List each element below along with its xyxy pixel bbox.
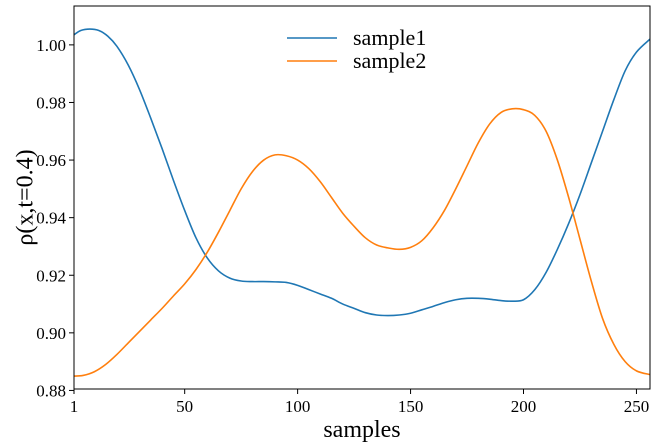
y-tick-label: 0.90 bbox=[36, 324, 66, 343]
x-tick-label: 250 bbox=[624, 397, 650, 416]
x-tick-label: 50 bbox=[176, 397, 193, 416]
y-tick-label: 0.98 bbox=[36, 93, 66, 112]
x-tick-label: 100 bbox=[285, 397, 311, 416]
y-tick-label: 0.88 bbox=[36, 381, 66, 400]
y-tick-label: 1.00 bbox=[36, 36, 66, 55]
y-axis-label: ρ(x,t=0.4) bbox=[12, 149, 38, 245]
series-line-sample1 bbox=[73, 28, 651, 317]
legend-label-sample1: sample1 bbox=[353, 25, 426, 50]
series-layer bbox=[73, 28, 651, 377]
y-tick-label: 0.92 bbox=[36, 266, 66, 285]
y-tick-label: 0.94 bbox=[36, 209, 66, 228]
x-axis-label: samples bbox=[323, 417, 400, 443]
x-tick-label: 200 bbox=[511, 397, 537, 416]
plot-frame bbox=[73, 5, 651, 390]
y-tick-label: 0.96 bbox=[36, 151, 66, 170]
x-tick-label: 1 bbox=[70, 397, 79, 416]
x-axis: 1 50 100 150 200 250 bbox=[70, 389, 649, 416]
series-line-sample2 bbox=[73, 107, 651, 377]
y-axis: 0.88 0.90 0.92 0.94 0.96 0.98 1.00 bbox=[36, 36, 74, 400]
legend-label-sample2: sample2 bbox=[353, 48, 426, 73]
x-tick-label: 150 bbox=[398, 397, 424, 416]
